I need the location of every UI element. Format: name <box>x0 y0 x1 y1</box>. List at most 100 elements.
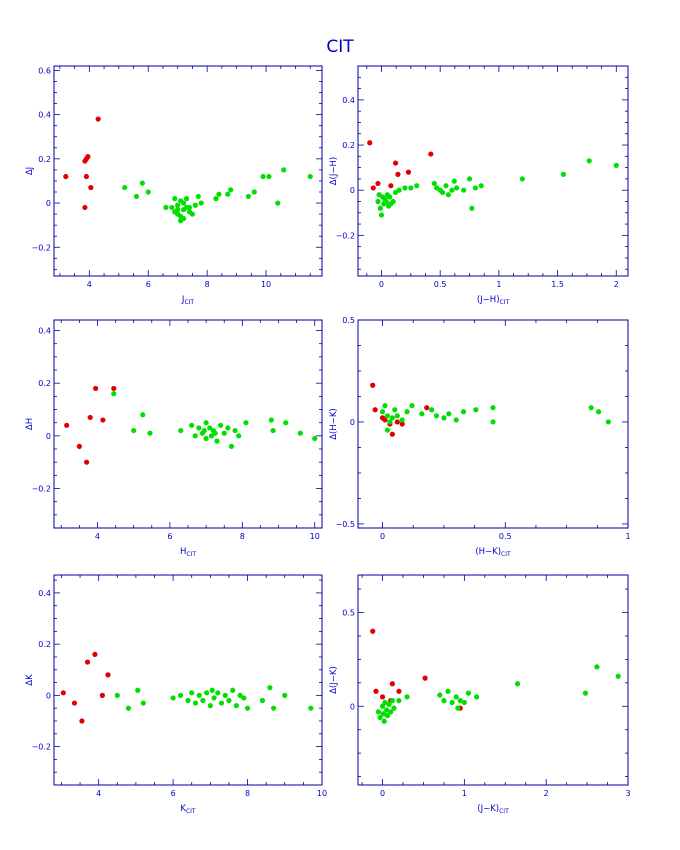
red-data-point <box>422 675 428 681</box>
green-data-point <box>196 425 202 431</box>
green-data-point <box>392 407 398 413</box>
x-tick-label: 0.5 <box>434 280 447 289</box>
red-data-point <box>367 140 373 146</box>
green-data-point <box>453 417 459 423</box>
plot-frame <box>53 319 323 529</box>
green-data-point <box>443 183 449 189</box>
red-data-point <box>60 690 66 696</box>
y-tick-label: −0.2 <box>336 231 355 240</box>
plot-frame <box>53 574 323 786</box>
green-data-point <box>449 699 455 706</box>
y-tick-label: 0.4 <box>38 589 51 598</box>
green-data-point <box>147 430 153 436</box>
green-data-point <box>189 211 196 217</box>
x-tick-label: 1 <box>496 280 501 289</box>
green-data-point <box>225 191 231 197</box>
green-data-point <box>145 189 151 195</box>
green-data-point <box>378 212 385 218</box>
y-axis-label: Δ(J−K) <box>329 666 339 694</box>
green-data-point <box>172 209 178 215</box>
green-data-point <box>461 699 467 706</box>
green-data-point <box>283 420 289 426</box>
green-data-point <box>213 196 219 202</box>
green-data-point <box>381 718 387 724</box>
y-tick-label: 0.2 <box>38 640 51 649</box>
y-tick-label: 0.2 <box>38 155 51 164</box>
green-data-point <box>312 435 318 442</box>
green-data-point <box>414 183 420 189</box>
x-tick-label: 4 <box>96 789 101 798</box>
green-data-point <box>588 405 594 411</box>
red-data-point <box>99 692 105 698</box>
x-axis-label-main: (J−H) <box>477 295 500 305</box>
x-axis-label-sub: CIT <box>499 808 509 815</box>
y-axis-label: Δ(J−H) <box>329 157 339 185</box>
green-data-point <box>391 705 397 711</box>
green-data-point <box>396 187 402 193</box>
red-data-point <box>85 154 91 160</box>
green-data-point <box>215 690 221 696</box>
green-data-point <box>170 695 176 701</box>
green-data-point <box>192 433 198 439</box>
green-data-point <box>449 187 455 193</box>
green-data-point <box>402 185 408 191</box>
green-data-point <box>560 171 567 177</box>
green-data-point <box>216 191 222 197</box>
green-data-point <box>266 173 272 180</box>
green-data-point <box>394 413 400 419</box>
green-data-point <box>308 705 314 711</box>
red-data-point <box>105 672 111 678</box>
green-data-point <box>433 413 440 419</box>
green-data-point <box>260 173 266 180</box>
plot-p5: 4 6 8 10 −0.2 0 0.2 0.4 KCIT ΔK <box>25 574 327 815</box>
green-data-point <box>431 180 437 187</box>
green-data-point <box>185 697 191 704</box>
green-data-point <box>207 703 213 709</box>
green-data-point <box>275 200 281 206</box>
green-data-point <box>399 417 405 423</box>
green-data-point <box>177 692 184 698</box>
red-data-point <box>405 169 412 175</box>
red-data-point <box>370 382 376 388</box>
green-data-point <box>445 688 451 694</box>
y-tick-label: 0 <box>350 186 355 195</box>
green-data-point <box>454 185 460 191</box>
red-data-point <box>76 443 82 449</box>
green-data-point <box>615 673 621 679</box>
green-data-point <box>140 700 146 706</box>
x-axis-label-sub: CIT <box>501 551 511 558</box>
green-data-point <box>387 194 393 200</box>
green-data-point <box>384 413 391 419</box>
green-data-point <box>175 202 181 208</box>
x-axis-label-sub: CIT <box>500 299 510 306</box>
green-data-point <box>282 692 288 698</box>
green-data-point <box>473 407 479 413</box>
x-tick-label: 0 <box>380 532 385 541</box>
green-data-point <box>251 189 257 195</box>
plot-p2: 0 0.5 1 1.5 2 −0.2 0 0.2 0.4 (J−H)CIT Δ(J−H) <box>329 65 629 306</box>
green-data-point <box>201 427 207 434</box>
red-data-point <box>395 171 401 177</box>
green-data-point <box>203 420 209 426</box>
green-data-point <box>217 422 224 428</box>
red-data-point <box>100 417 106 423</box>
y-tick-label: −0.2 <box>32 743 51 752</box>
green-data-point <box>122 184 128 191</box>
green-data-point <box>466 176 473 182</box>
x-tick-label: 1 <box>462 789 467 798</box>
green-data-point <box>382 699 388 706</box>
red-data-point <box>394 419 400 425</box>
y-tick-label: 0 <box>46 432 51 441</box>
red-data-point <box>84 659 91 665</box>
plot-p6: 0 1 2 3 0 0.5 (J−K)CIT Δ(J−K) <box>329 574 631 815</box>
y-axis-label: ΔH <box>25 418 35 430</box>
green-data-point <box>386 701 392 707</box>
green-data-point <box>388 709 394 715</box>
green-data-point <box>236 433 242 439</box>
green-data-point <box>613 162 619 168</box>
x-axis-label: (J−H)CIT <box>477 295 510 306</box>
green-data-point <box>222 692 228 698</box>
green-data-point <box>408 185 414 191</box>
green-data-point <box>307 173 313 180</box>
